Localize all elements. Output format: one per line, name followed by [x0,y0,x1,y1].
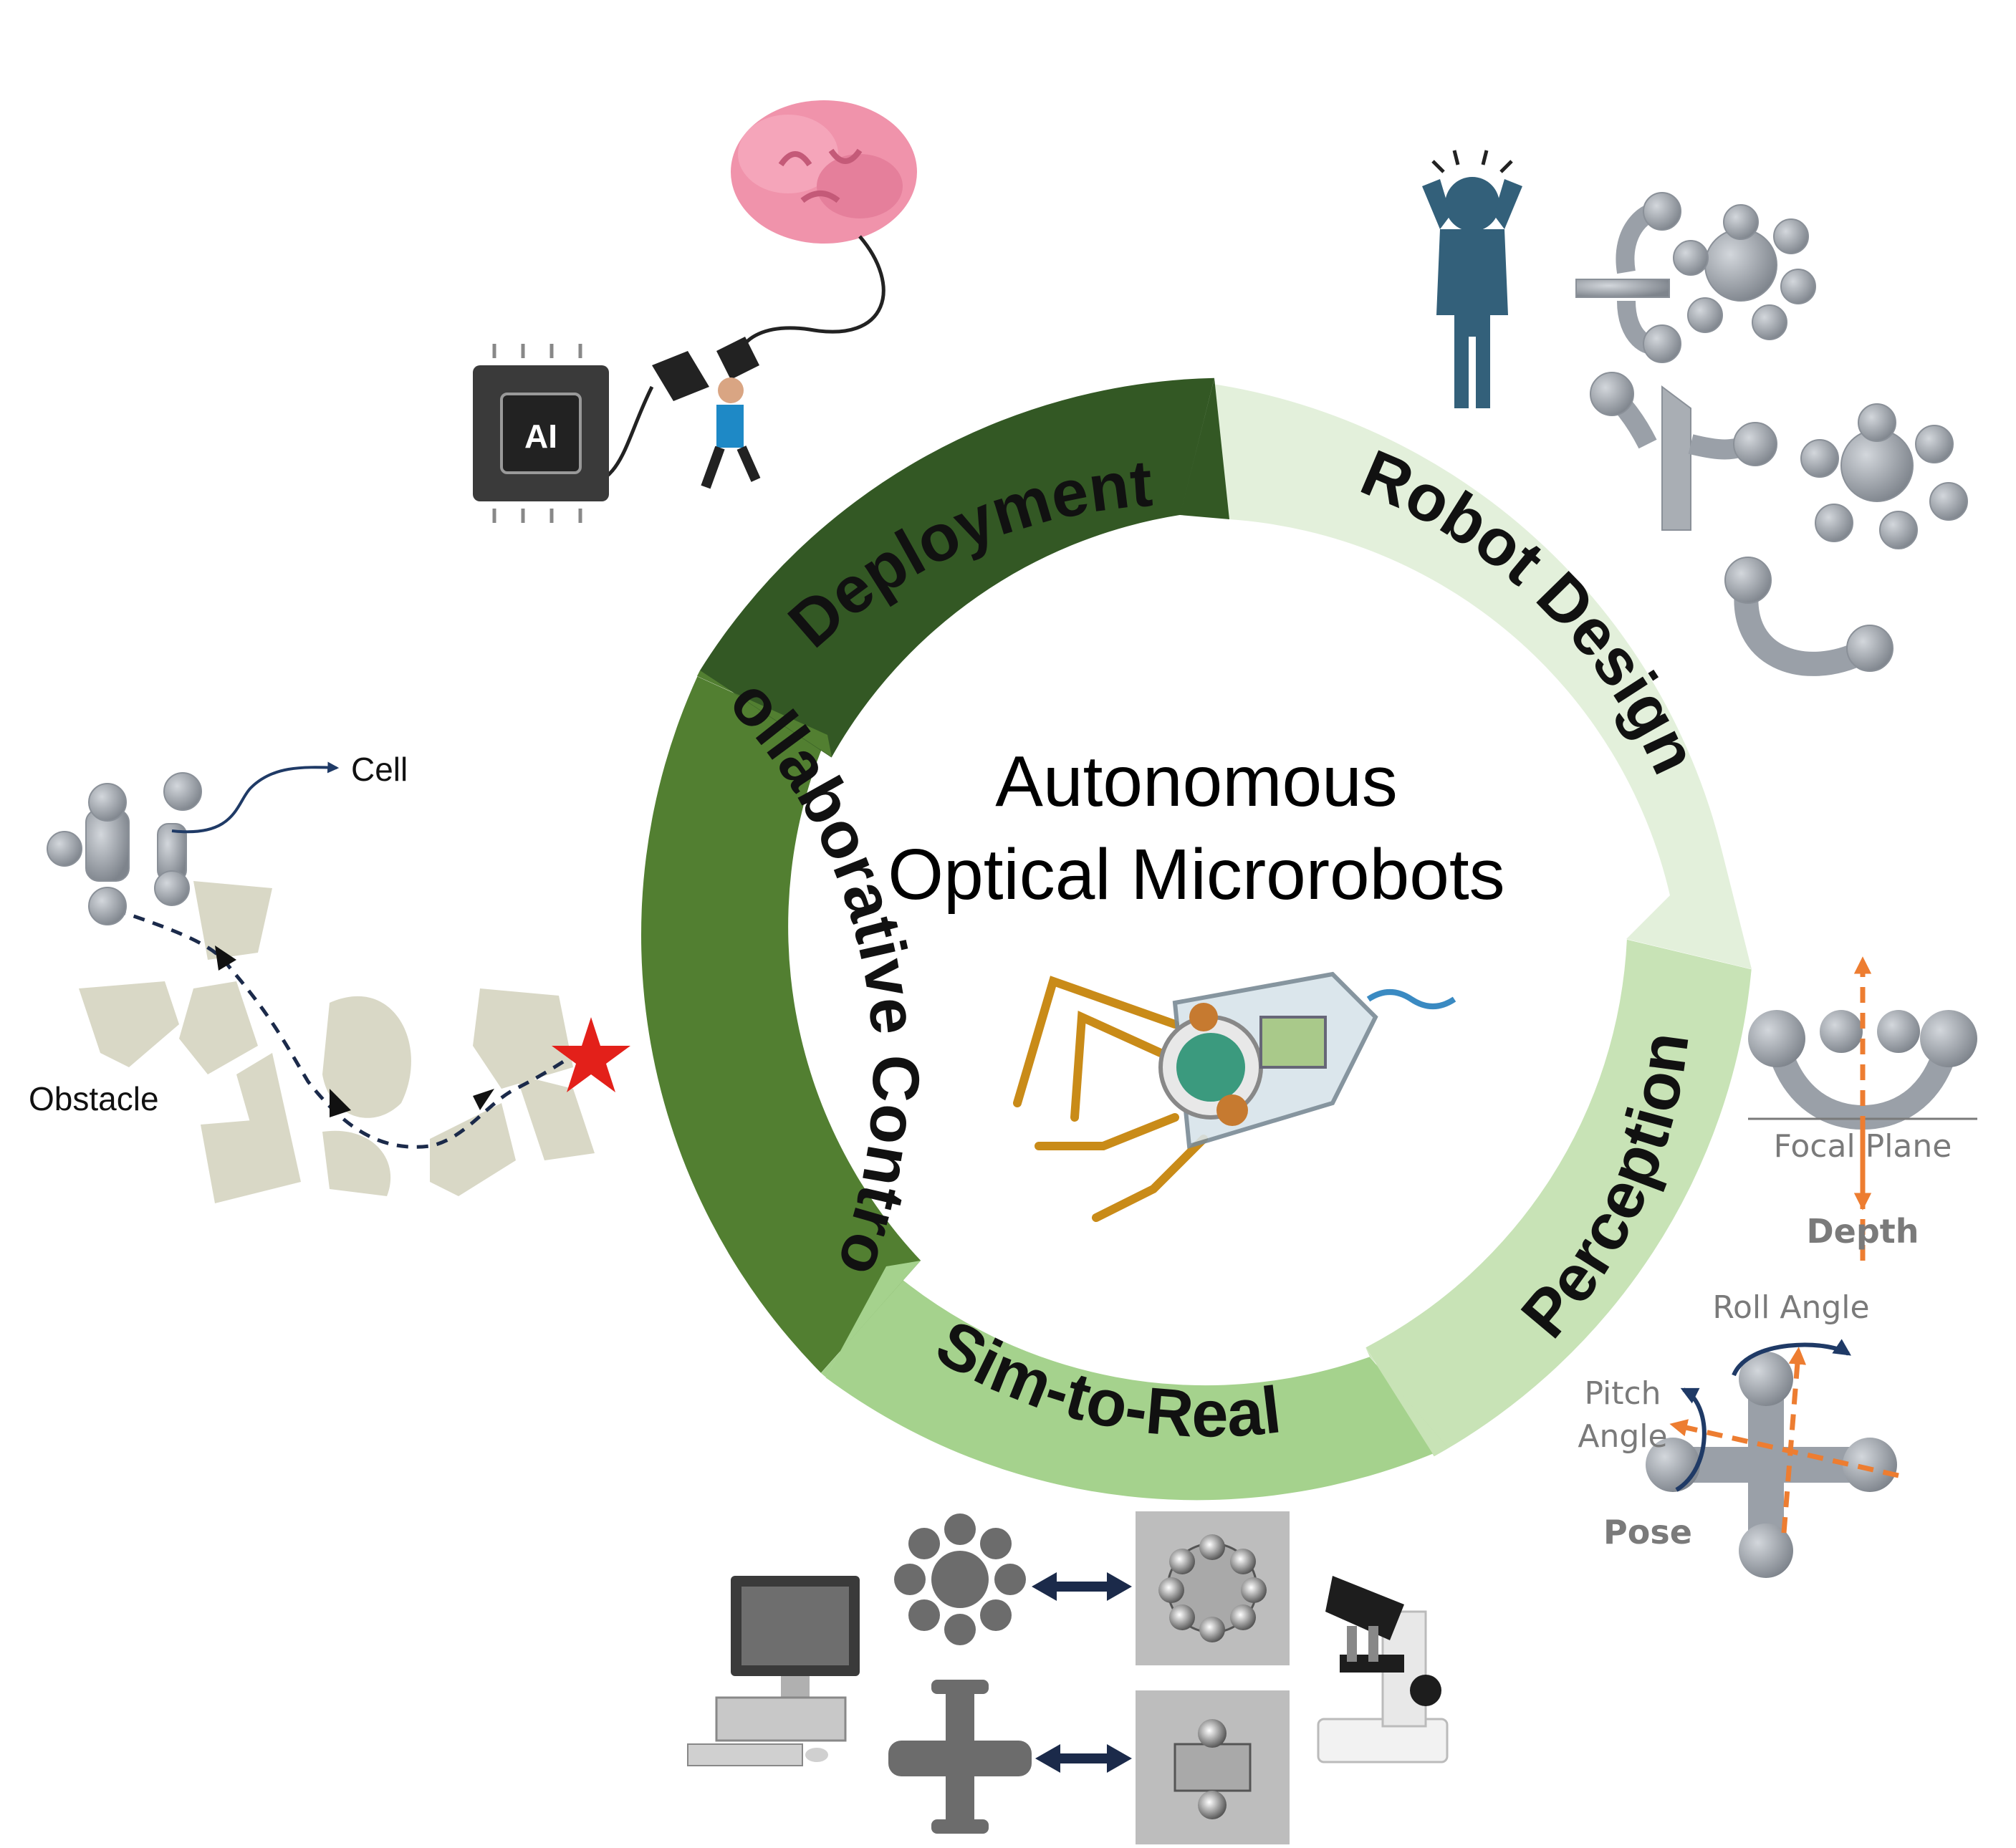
roll-angle-label: Roll Angle [1712,1289,1869,1326]
stressed-person-icon [1422,150,1522,408]
bidirectional-arrow-1 [1032,1572,1132,1601]
bidirectional-arrow-2 [1035,1744,1132,1773]
person-pushing-plug-icon [701,377,761,489]
depth-label: Depth [1806,1212,1919,1251]
microrobot-illustration [1013,971,1456,1222]
segment-deployment [699,377,1214,758]
sim-flower-robot [894,1513,1026,1645]
pitch-axis [1669,1419,1899,1478]
desktop-computer-icon [687,1576,860,1766]
segment-perception [1365,939,1752,1457]
arrowhead-3 [473,1089,494,1110]
brain-icon [731,100,917,244]
obstacle-label: Obstacle [29,1080,159,1117]
svg-text:AI: AI [524,418,557,455]
robot-designs [1575,192,1968,676]
pose-label: Pose [1603,1513,1692,1551]
microscope-image-flower [1136,1511,1290,1665]
ai-chip-icon: AI [473,344,609,523]
label-robot-design: Robot Design [1351,436,1712,784]
roll-axis [1781,1347,1807,1534]
center-title-line2: Optical Microrobots [888,834,1504,915]
obstacle-field [79,881,595,1203]
center-title-line1: Autonomous [995,741,1397,822]
microrobot-pair-icon [47,772,202,925]
sim-cross-robot [888,1680,1032,1834]
target-star-icon [552,1017,630,1092]
microscope-icon [1317,1576,1449,1763]
roll-rotation-arrow [1732,1339,1851,1377]
microscope-image-cross [1136,1690,1290,1844]
cell-pointer-arrow [171,761,340,834]
pitch-rotation-arrow [1675,1387,1707,1492]
arrowhead-2 [330,1089,351,1117]
pose-robot [1646,1352,1897,1578]
focal-plane-label: Focal Plane [1774,1128,1952,1165]
arrowhead-1 [215,945,236,971]
cycle-ring [640,377,1752,1501]
pitch-label-line1: Pitch [1584,1375,1661,1412]
segment-robot-design [1185,380,1722,896]
segment-sim-to-real [825,1266,1448,1501]
pitch-label-line2: Angle [1578,1418,1667,1455]
cell-label: Cell [351,751,408,788]
segment-collaborative-control [640,676,921,1373]
